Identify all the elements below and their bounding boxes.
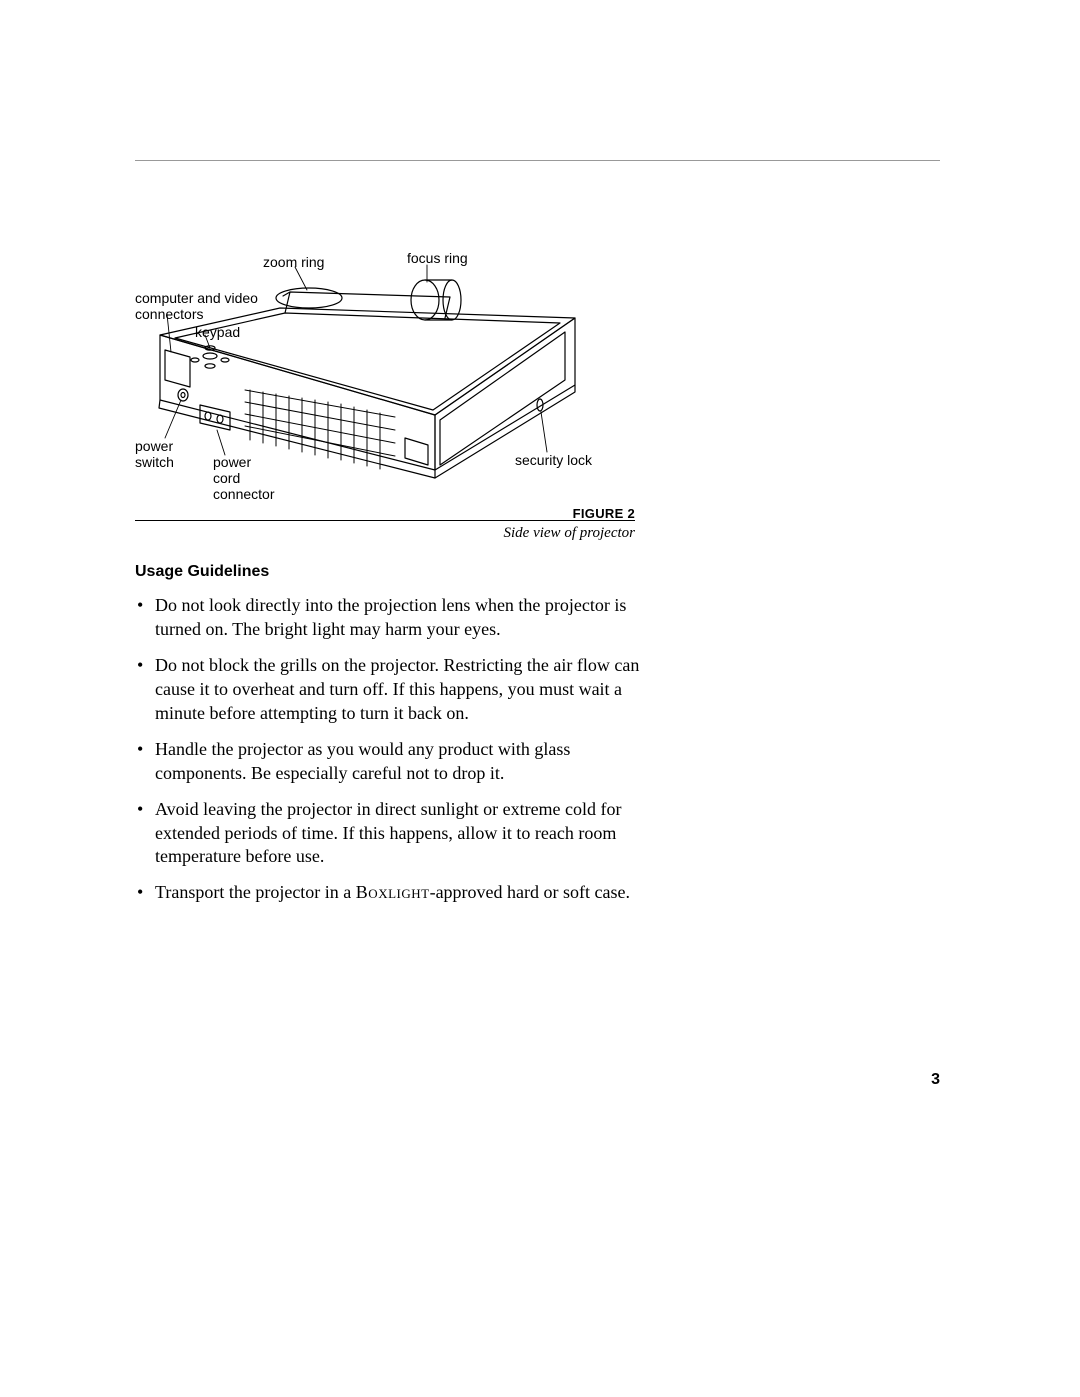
- callout-focus-ring: focus ring: [407, 250, 468, 266]
- callout-power-cord-l2: cord: [213, 470, 240, 486]
- section-title: Usage Guidelines: [135, 563, 269, 581]
- page: zoom ring focus ring computer and video …: [0, 0, 1080, 1397]
- figure-2-diagram: zoom ring focus ring computer and video …: [135, 240, 635, 500]
- callout-connectors-l2: connectors: [135, 306, 203, 322]
- header-rule: [135, 160, 940, 161]
- list-item: Do not block the grills on the projector…: [155, 654, 660, 726]
- figure-label-num: 2: [627, 506, 635, 521]
- page-number: 3: [931, 1071, 940, 1089]
- callout-zoom-ring: zoom ring: [263, 254, 324, 270]
- callout-power-switch-l2: switch: [135, 454, 174, 470]
- list-item: Avoid leaving the projector in direct su…: [155, 798, 660, 870]
- figure-caption: Side view of projector: [135, 525, 635, 542]
- callout-keypad: keypad: [195, 324, 240, 340]
- figure-label-word: FIGURE: [573, 506, 624, 521]
- figure-rule: [135, 520, 635, 521]
- list-item: Transport the projector in a Boxlight-ap…: [155, 881, 660, 905]
- callout-power-cord-l3: connector: [213, 486, 274, 502]
- usage-guidelines-list: Do not look directly into the projection…: [135, 582, 660, 905]
- callout-power-cord-l1: power: [213, 454, 251, 470]
- figure-label: FIGURE 2: [135, 506, 635, 521]
- list-item: Handle the projector as you would any pr…: [155, 738, 660, 786]
- callout-security-lock: security lock: [515, 452, 592, 468]
- callout-connectors-l1: computer and video: [135, 290, 258, 306]
- callout-power-switch-l1: power: [135, 438, 173, 454]
- list-item: Do not look directly into the projection…: [155, 594, 660, 642]
